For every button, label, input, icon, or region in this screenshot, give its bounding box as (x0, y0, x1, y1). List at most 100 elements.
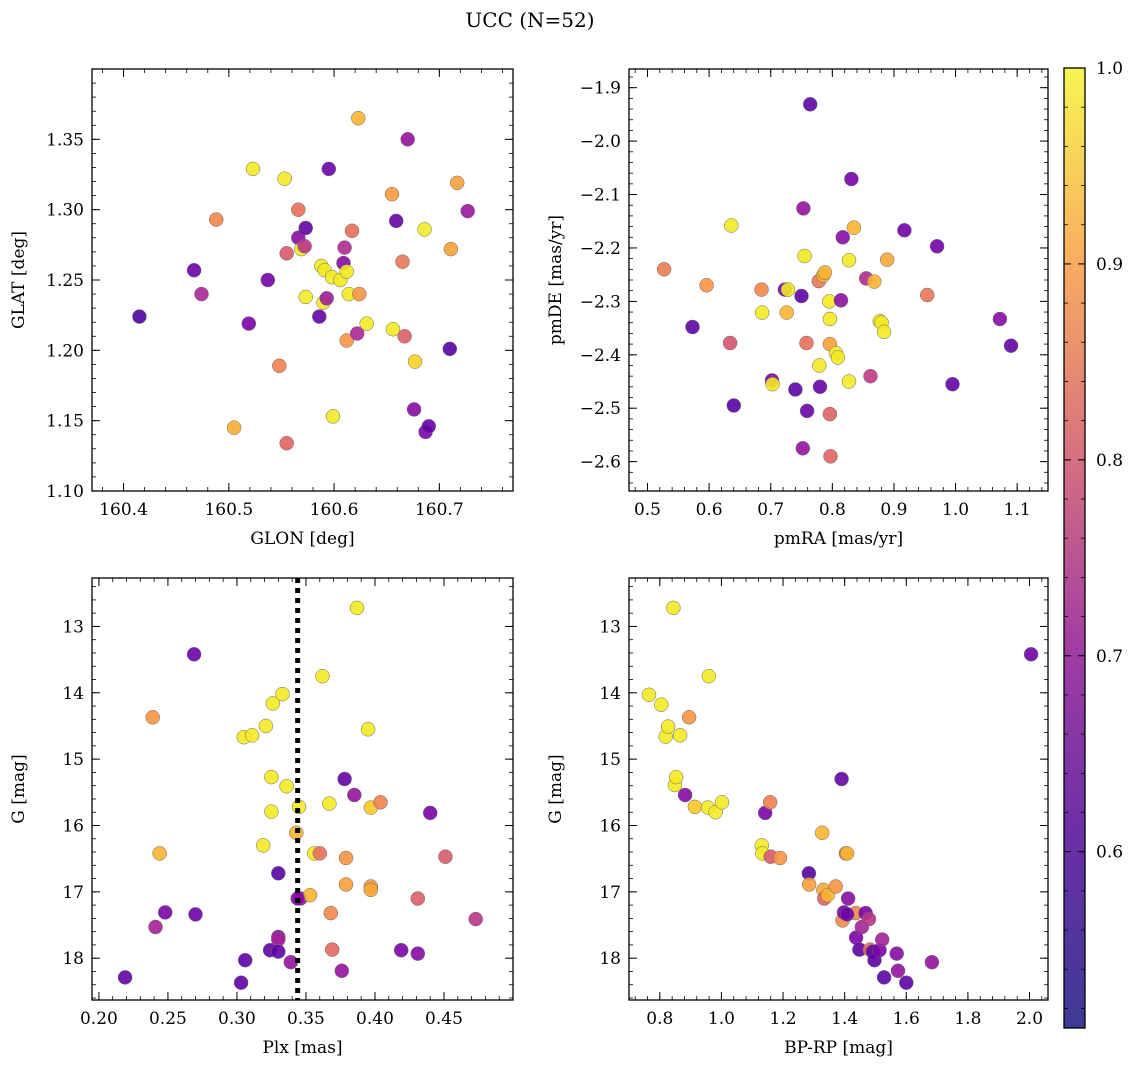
x-tick-label: 0.7 (757, 500, 784, 520)
data-point (863, 368, 878, 384)
y-tick-label: 15 (62, 750, 84, 770)
x-tick-label: 0.5 (634, 500, 661, 520)
data-point (324, 942, 340, 957)
data-point (772, 850, 788, 866)
data-point (265, 696, 281, 711)
data-point (754, 305, 770, 320)
data-point (385, 321, 401, 337)
data-point (812, 379, 828, 395)
data-point (275, 686, 290, 702)
data-point (339, 333, 354, 348)
x-tick-label: 0.8 (646, 1009, 673, 1029)
y-axis-title: pmDE [mas/yr] (546, 215, 566, 345)
data-point (841, 252, 857, 268)
data-point (312, 309, 327, 324)
data-point (828, 879, 843, 894)
data-point (279, 779, 294, 794)
data-point (830, 350, 846, 365)
data-point (443, 241, 459, 257)
data-point (298, 220, 313, 236)
data-point (822, 311, 838, 327)
y-axis-title: GLAT [deg] (9, 231, 29, 329)
data-point (351, 110, 366, 126)
data-point (226, 420, 242, 435)
data-point (349, 326, 365, 341)
data-point (796, 201, 811, 216)
y-tick-label: −2.0 (580, 132, 621, 152)
x-tick-label: 160.5 (204, 500, 253, 520)
y-tick-label: 18 (62, 949, 84, 969)
data-point (801, 877, 817, 892)
data-point (359, 316, 374, 331)
data-point (393, 942, 409, 958)
data-point (724, 218, 739, 233)
y-tick-label: 15 (599, 750, 621, 770)
x-tick-label: 0.8 (819, 500, 846, 520)
x-tick-label: 1.2 (770, 1009, 797, 1029)
data-point (233, 975, 249, 990)
data-point (360, 722, 376, 737)
data-point (388, 213, 404, 229)
x-tick-label: 0.25 (149, 1009, 187, 1029)
data-point (876, 970, 892, 985)
data-point (337, 240, 352, 255)
data-point (186, 647, 202, 662)
y-tick-label: 16 (599, 816, 621, 836)
data-point (208, 212, 224, 227)
scatter-points (132, 110, 475, 451)
data-point (779, 305, 794, 320)
panel-cmd: 0.8 1.0 1.2 1.4 1.6 1.8 2.0 13 14 15 16 17 18 BP-RP [… (546, 577, 1049, 1058)
data-point (919, 287, 935, 303)
data-point (338, 850, 354, 866)
colorbar: 1.0 0.9 0.8 0.7 0.6 (1063, 59, 1123, 1029)
scatter-points (641, 600, 1039, 990)
x-tick-label: 0.9 (880, 500, 907, 520)
x-tick-label: 0.6 (696, 500, 723, 520)
data-point (194, 286, 209, 302)
data-point (1023, 647, 1039, 662)
data-point (722, 335, 738, 351)
data-point (897, 223, 912, 238)
data-point (890, 963, 906, 979)
data-point (157, 905, 173, 920)
y-tick-label: −2.3 (580, 292, 621, 312)
data-point (797, 248, 812, 264)
data-point (839, 907, 855, 922)
data-point (279, 246, 294, 261)
data-point (861, 911, 877, 927)
data-point (992, 311, 1008, 327)
data-point (422, 805, 438, 821)
data-point (319, 291, 334, 306)
data-point (421, 419, 437, 434)
y-tick-label: 17 (62, 883, 84, 903)
data-point (765, 376, 780, 392)
y-tick-label: −2.4 (580, 346, 621, 366)
data-point (799, 403, 815, 419)
data-point (714, 795, 730, 810)
x-tick-label: 1.0 (708, 1009, 735, 1029)
colorbar-tick-label: 0.7 (1096, 647, 1123, 667)
y-axis-title: G [mag] (9, 754, 29, 823)
panel-sky: 160.4 160.5 160.6 160.7 1.10 1.15 1.20 1.25 1.30… (9, 68, 514, 549)
data-point (460, 203, 475, 219)
y-tick-label: 16 (62, 816, 84, 836)
data-point (277, 171, 292, 186)
data-point (660, 719, 676, 734)
data-point (924, 954, 940, 970)
data-point (681, 710, 697, 725)
data-point (255, 838, 271, 853)
data-point (244, 728, 260, 743)
x-tick-label: 1.1 (1004, 500, 1031, 520)
data-point (823, 449, 838, 464)
data-point (641, 687, 657, 703)
y-tick-label: 1.15 (46, 412, 84, 432)
data-point (152, 846, 167, 861)
x-tick-label: 160.4 (99, 500, 148, 520)
y-tick-label: 13 (62, 617, 84, 637)
data-point (407, 354, 423, 369)
x-tick-label: 0.20 (80, 1009, 118, 1029)
data-point (373, 795, 388, 810)
data-point (846, 220, 862, 235)
data-point (726, 398, 742, 413)
